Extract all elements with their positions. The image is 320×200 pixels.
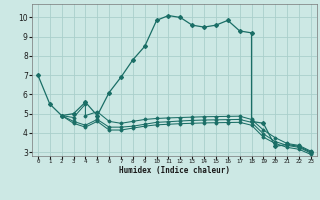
X-axis label: Humidex (Indice chaleur): Humidex (Indice chaleur) [119, 166, 230, 175]
